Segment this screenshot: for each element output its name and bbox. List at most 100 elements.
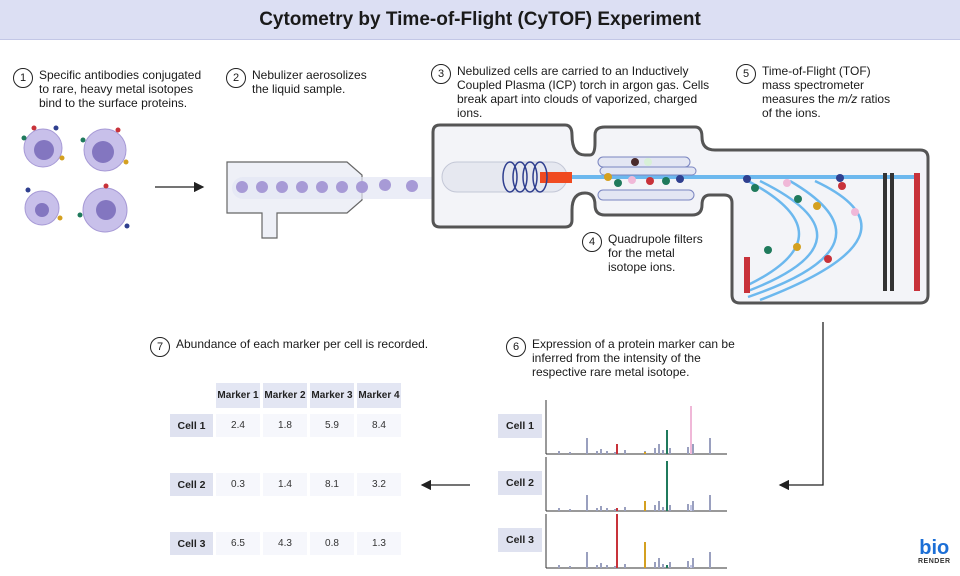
table-cell: 5.9 (310, 414, 354, 437)
step-text: Specific antibodies conjugated to rare, … (39, 68, 202, 110)
marker-peak (644, 542, 646, 568)
table-cell: 8.4 (357, 414, 401, 437)
marker-peak (666, 565, 668, 568)
column-header: Marker 2 (263, 383, 307, 408)
column-header: Marker 3 (310, 383, 354, 408)
spectrum-label: Cell 2 (498, 471, 542, 495)
peak (658, 444, 660, 454)
labeled-cells-illustration (21, 125, 130, 233)
step-4: 4 Quadrupole filters for the metal isotop… (582, 232, 712, 274)
table-cell: 0.3 (216, 473, 260, 496)
peak (709, 552, 711, 568)
step-1: 1 Specific antibodies conjugated to rare,… (13, 68, 203, 110)
peak (600, 563, 602, 568)
marker-peak (616, 508, 618, 511)
step-3: 3 Nebulized cells are carried to an Induc… (431, 64, 721, 120)
peak (614, 509, 616, 511)
step-6: 6 Expression of a protein marker can be i… (506, 337, 736, 379)
row-label: Cell 1 (170, 414, 213, 437)
step-text: Nebulized cells are carried to an Induct… (457, 64, 710, 120)
step-number: 4 (582, 232, 602, 252)
marker-peak (644, 501, 646, 511)
peak (558, 451, 560, 454)
peak (687, 504, 689, 511)
marker-peak (616, 514, 618, 568)
peak (606, 565, 608, 568)
peak (586, 438, 588, 454)
icp-tof-instrument (431, 123, 930, 305)
spectrum-label: Cell 3 (498, 528, 542, 552)
peak (662, 507, 664, 511)
peak (624, 450, 626, 454)
peak (654, 505, 656, 511)
peak (586, 495, 588, 511)
peak (662, 450, 664, 454)
peak (600, 506, 602, 511)
step-number: 6 (506, 337, 526, 357)
table-cell: 3.2 (357, 473, 401, 496)
step-number: 7 (150, 337, 170, 357)
column-header: Marker 1 (216, 383, 260, 408)
row-label: Cell 3 (170, 532, 213, 555)
plasma-torch (540, 172, 572, 183)
table-cell: 8.1 (310, 473, 354, 496)
marker-peak (666, 461, 668, 511)
peak (624, 507, 626, 511)
step-2: 2 Nebulizer aerosolizes the liquid sample… (226, 68, 376, 96)
step-number: 5 (736, 64, 756, 84)
step-text: Time-of-Flight (TOF) mass spectrometer m… (762, 64, 891, 120)
step-5: 5 Time-of-Flight (TOF) mass spectrometer … (736, 64, 896, 120)
marker-peak (616, 444, 618, 454)
peak (614, 566, 616, 568)
column-header: Marker 4 (357, 383, 401, 408)
peak (569, 566, 571, 568)
peak (606, 451, 608, 454)
peak (614, 452, 616, 454)
title-text: Cytometry by Time-of-Flight (CyTOF) Expe… (259, 8, 701, 30)
peak (669, 505, 671, 511)
peak (692, 558, 694, 568)
biorender-logo: bio RENDER (918, 537, 951, 565)
peak (692, 444, 694, 454)
marker-peak (690, 505, 692, 511)
peak (569, 509, 571, 511)
table-cell: 1.3 (357, 532, 401, 555)
row-label: Cell 2 (170, 473, 213, 496)
peak (558, 508, 560, 511)
step-text: Expression of a protein marker can be in… (532, 337, 735, 379)
nebulizer-illustration (226, 161, 462, 239)
peak (624, 564, 626, 568)
step-7: 7 Abundance of each marker per cell is re… (150, 337, 450, 357)
table-cell: 4.3 (263, 532, 307, 555)
step-text: Quadrupole filters for the metal isotope… (608, 232, 703, 274)
peak (658, 501, 660, 511)
spectrum-chart (545, 457, 727, 512)
peak (596, 451, 598, 454)
step-number: 3 (431, 64, 451, 84)
page-title: Cytometry by Time-of-Flight (CyTOF) Expe… (0, 0, 960, 40)
peak (569, 452, 571, 454)
peak (654, 562, 656, 568)
peak (586, 552, 588, 568)
peak (558, 565, 560, 568)
step-number: 2 (226, 68, 246, 88)
table-cell: 0.8 (310, 532, 354, 555)
marker-peak (690, 565, 692, 568)
marker-peak (644, 452, 646, 454)
peak (658, 558, 660, 568)
step-text: Nebulizer aerosolizes the liquid sample. (252, 68, 367, 96)
peak (600, 449, 602, 454)
peak (687, 447, 689, 454)
peak (669, 562, 671, 568)
peak (709, 495, 711, 511)
table-cell: 6.5 (216, 532, 260, 555)
peak (654, 448, 656, 454)
peak (606, 508, 608, 511)
step-text: Abundance of each marker per cell is rec… (176, 337, 429, 351)
table-cell: 1.8 (263, 414, 307, 437)
peak (669, 448, 671, 454)
arrow-down-left (778, 322, 824, 491)
marker-peak (690, 406, 692, 454)
peak (687, 561, 689, 568)
